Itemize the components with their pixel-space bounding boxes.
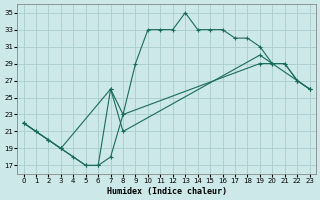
X-axis label: Humidex (Indice chaleur): Humidex (Indice chaleur) — [107, 187, 227, 196]
